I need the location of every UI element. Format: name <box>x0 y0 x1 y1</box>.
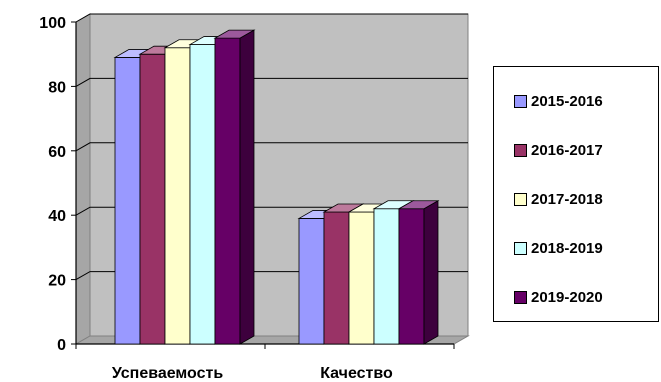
bars <box>113 29 440 345</box>
y-tick-label-60: 60 <box>48 144 66 161</box>
x-tick-label-0: Успеваемость <box>112 365 224 382</box>
y-tick-label-80: 80 <box>48 79 66 96</box>
bar-top <box>213 29 256 39</box>
plot-side-wall <box>75 13 91 345</box>
bar-top <box>397 200 440 210</box>
x-axis <box>75 343 455 349</box>
bar-2019-2020-1 <box>397 200 440 345</box>
y-tick-label-0: 0 <box>57 337 66 354</box>
y-tick-label-20: 20 <box>48 273 66 290</box>
bar-2019-2020-0 <box>213 29 256 345</box>
legend-item-2015-2016: 2015-2016 <box>514 91 603 111</box>
y-tick-label-40: 40 <box>48 208 66 225</box>
bar-front <box>348 211 375 345</box>
x-tick-labels: Успеваемость Качество <box>112 365 393 382</box>
gridline-100 <box>75 13 468 23</box>
x-tick-label-1: Качество <box>320 365 393 382</box>
legend-swatch <box>514 192 527 206</box>
legend-swatch <box>514 94 527 108</box>
legend-item-2019-2020: 2019-2020 <box>514 287 603 307</box>
legend-item-2016-2017: 2016-2017 <box>514 140 603 160</box>
legend: 2015-2016 2016-2017 2017-2018 2018-2019 2019… <box>493 66 659 322</box>
y-tick-labels: 0 20 40 60 80 100 <box>39 15 66 354</box>
bar-front <box>323 211 350 345</box>
bar-front <box>214 37 241 345</box>
gridline-60 <box>75 142 468 152</box>
bar-front <box>189 44 216 345</box>
legend-item-2018-2019: 2018-2019 <box>514 238 603 258</box>
legend-label: 2019-2020 <box>531 288 603 306</box>
bar-front <box>298 218 325 345</box>
bar-front <box>114 57 141 345</box>
bar-front <box>164 47 191 345</box>
legend-label: 2015-2016 <box>531 92 603 110</box>
legend-swatch <box>514 143 527 157</box>
bar-front <box>373 208 400 345</box>
gridline-80 <box>75 77 468 87</box>
bar-front <box>398 208 425 345</box>
legend-label: 2017-2018 <box>531 190 603 208</box>
legend-label: 2018-2019 <box>531 239 603 257</box>
y-axis <box>71 21 77 345</box>
bar-side <box>423 200 439 345</box>
y-tick-label-100: 100 <box>39 15 66 32</box>
legend-item-2017-2018: 2017-2018 <box>514 189 603 209</box>
legend-swatch <box>514 241 527 255</box>
legend-swatch <box>514 290 527 304</box>
legend-label: 2016-2017 <box>531 141 603 159</box>
bar-front <box>139 53 166 345</box>
bar-side <box>239 29 255 345</box>
